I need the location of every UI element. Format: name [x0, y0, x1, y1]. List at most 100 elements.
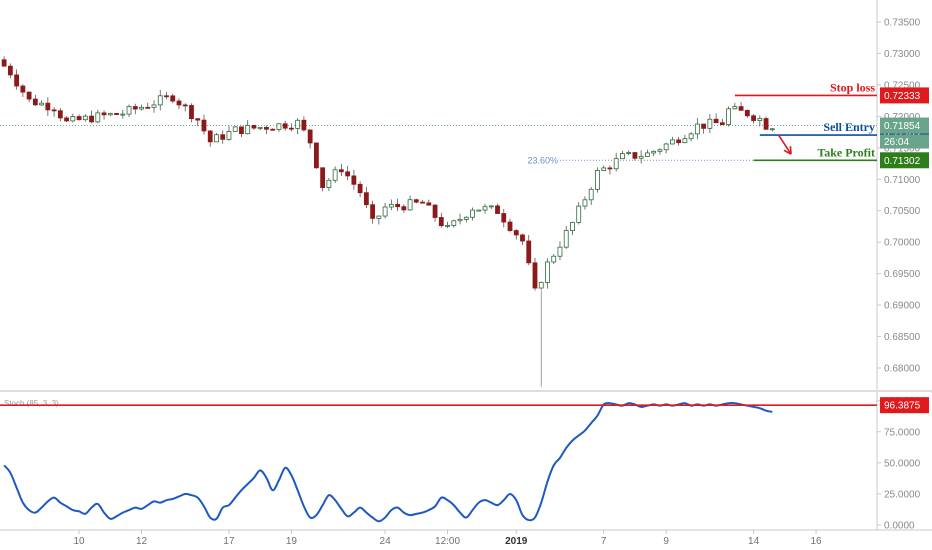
candle-body: [382, 206, 388, 217]
candle-body: [582, 199, 588, 207]
price-tick-label: 0.68000: [884, 363, 921, 374]
candle-body: [769, 128, 775, 131]
candle-body: [613, 158, 619, 170]
candle-body: [520, 234, 525, 242]
fib-level-label: 23.60%: [527, 155, 558, 165]
candle-body: [132, 106, 138, 110]
time-tick-label: 16: [810, 536, 822, 547]
candle-body: [170, 95, 176, 102]
candle-body: [270, 128, 276, 131]
candle-body: [226, 131, 232, 140]
trade-levels: 23.60%: [0, 125, 877, 165]
candle-body: [139, 106, 144, 110]
candle-body: [357, 183, 363, 194]
candle-body: [744, 109, 750, 117]
time-tick-label: 10: [74, 536, 86, 547]
candle-body: [563, 230, 569, 248]
candle-body: [201, 119, 207, 132]
countdown-label: 26:04: [884, 137, 909, 148]
candle-body: [463, 216, 469, 220]
trade-arrow-head: [789, 146, 792, 155]
candle-body: [363, 192, 369, 206]
candle-body: [307, 129, 313, 144]
price-tick-label: 0.70500: [884, 206, 921, 217]
candle-body: [207, 130, 213, 143]
candlestick-series: [1, 56, 775, 387]
candle-body: [239, 126, 244, 135]
candle-body: [120, 113, 126, 116]
price-badge: [880, 87, 929, 104]
price-tick-label: 0.71500: [884, 143, 921, 154]
price-tick-label: 0.73000: [884, 49, 921, 60]
candle-body: [145, 106, 151, 109]
candle-body: [395, 203, 400, 208]
candle-body: [757, 118, 763, 121]
candle-body: [370, 204, 376, 219]
candle-body: [645, 152, 650, 157]
candle-body: [51, 109, 57, 112]
trade-level-name: Stop loss: [830, 80, 875, 94]
candle-body: [532, 262, 538, 289]
candle-body: [76, 116, 82, 121]
candle-body: [751, 115, 756, 121]
trade-annotations: Stop loss Sell Entry Take Profit: [734, 80, 877, 162]
candle-body: [214, 134, 219, 143]
candle-body: [438, 217, 444, 227]
candle-body: [738, 106, 744, 111]
candle-body: [345, 171, 351, 177]
candle-body: [495, 205, 500, 214]
price-tick-label: 0.68500: [884, 332, 921, 343]
candle-body: [663, 143, 669, 151]
candle-body: [45, 102, 51, 111]
price-tick-label: 0.70000: [884, 238, 921, 249]
candle-body: [32, 98, 38, 106]
trade-level-name: Take Profit: [817, 145, 875, 159]
time-tick-label: 12:00: [435, 536, 460, 547]
candle-body: [289, 127, 294, 130]
candle-body: [719, 122, 725, 125]
candle-body: [376, 215, 382, 219]
candle-body: [320, 167, 326, 188]
candle-body: [557, 246, 563, 257]
countdown-badge: [880, 134, 929, 149]
candle-body: [601, 167, 607, 171]
price-axis-ticks: 0.73500 0.73000 0.72500 0.72000 0.71500 0.710…: [877, 18, 921, 374]
candle-body: [726, 108, 732, 125]
candle-body: [432, 204, 438, 218]
candle-body: [64, 117, 69, 122]
candle-body: [570, 222, 575, 232]
candle-body: [39, 102, 45, 106]
candle-body: [626, 152, 632, 154]
price-tick-label: 0.73500: [884, 18, 921, 29]
candle-body: [713, 118, 719, 124]
candle-body: [476, 209, 482, 212]
candle-body: [426, 202, 432, 206]
candle-body: [151, 104, 157, 108]
candle-body: [182, 104, 188, 107]
candle-body: [526, 240, 532, 264]
candle-body: [657, 149, 663, 152]
stoch-title: Stoch (85, 3, 3): [4, 399, 59, 408]
stoch-value-label: 96.3875: [884, 401, 921, 412]
candle-body: [388, 203, 394, 208]
candle-body: [413, 199, 419, 203]
candle-body: [595, 170, 600, 190]
candle-body: [351, 175, 357, 185]
current-price-badge: [880, 117, 929, 134]
price-pane: 0.73500 0.73000 0.72500 0.72000 0.71500 0.710…: [0, 0, 929, 390]
time-axis-ticks: 10 12 17 19 24 12:00 2019 7 9 14 16: [74, 530, 822, 547]
candle-body: [232, 126, 238, 132]
candle-body: [295, 119, 301, 129]
candle-body: [651, 150, 657, 154]
current-price-label: 0.71854: [884, 121, 921, 132]
candle-body: [420, 201, 425, 204]
candle-body: [576, 205, 582, 223]
time-tick-label: 9: [663, 536, 669, 547]
candle-body: [407, 199, 413, 211]
time-tick-label: 17: [223, 536, 235, 547]
candle-body: [164, 95, 169, 98]
candle-body: [282, 123, 288, 129]
candle-body: [126, 106, 132, 115]
